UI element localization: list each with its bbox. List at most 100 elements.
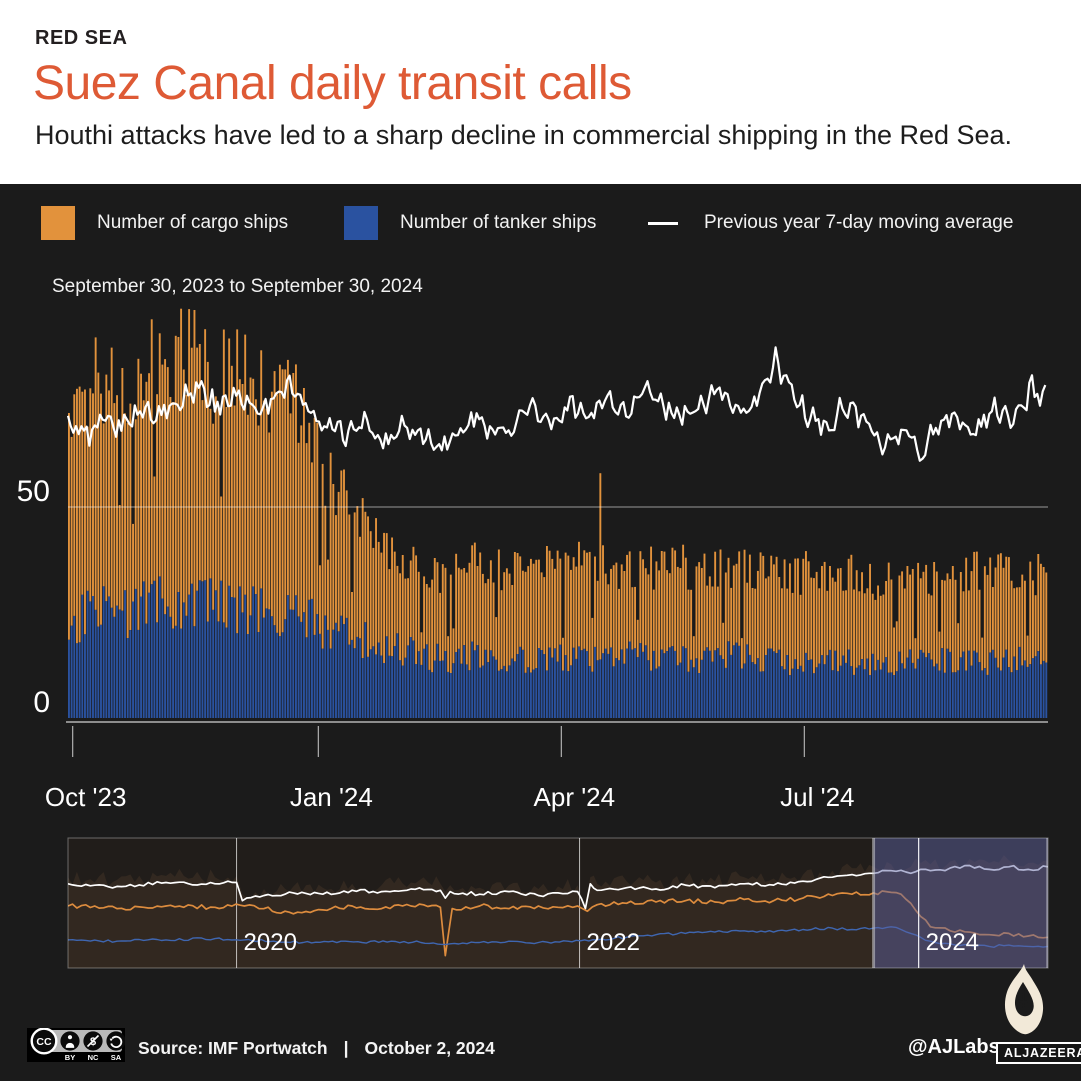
- cargo-bar-segment: [612, 565, 615, 667]
- cc-license-badge[interactable]: CC $ BY NC SA: [27, 1027, 126, 1062]
- tanker-bar-segment: [674, 650, 677, 718]
- cargo-bar-segment: [946, 573, 949, 649]
- cargo-bar-segment: [169, 397, 172, 617]
- cargo-bar-segment: [1023, 580, 1026, 661]
- legend-item-cargo: Number of cargo ships: [41, 206, 288, 240]
- cargo-bar-segment: [137, 358, 140, 630]
- tanker-bar-segment: [927, 653, 930, 718]
- cargo-bar-segment: [444, 567, 447, 651]
- cargo-bar-segment: [156, 394, 159, 623]
- cargo-bar-segment: [489, 560, 492, 651]
- cargo-bar-segment: [879, 595, 882, 670]
- tanker-bar-segment: [599, 659, 602, 718]
- cargo-bar-segment: [177, 337, 180, 592]
- tanker-bar-segment: [455, 652, 458, 718]
- cargo-bar-segment: [185, 394, 188, 616]
- cargo-bar-segment: [706, 585, 709, 648]
- cargo-bar-segment: [225, 407, 228, 628]
- tanker-bar-segment: [695, 658, 698, 718]
- tanker-bar-segment: [433, 660, 436, 718]
- tanker-bar-segment: [698, 673, 701, 718]
- cargo-bar-segment: [495, 617, 498, 660]
- tanker-bar-segment: [172, 628, 175, 718]
- tanker-bar-segment: [780, 666, 783, 718]
- mini-selection-brush[interactable]: [873, 838, 1048, 968]
- tanker-bar-segment: [866, 658, 869, 718]
- cargo-bar-segment: [388, 569, 391, 656]
- tanker-bar-segment: [236, 633, 239, 718]
- cargo-bar-segment: [193, 310, 196, 627]
- cargo-bar-segment: [786, 588, 789, 655]
- cargo-bar-segment: [626, 554, 628, 649]
- cargo-bar-segment: [668, 573, 671, 648]
- tanker-bar-segment: [233, 597, 236, 718]
- cargo-bar-segment: [433, 558, 436, 661]
- tanker-bar-segment: [500, 669, 503, 718]
- cargo-bar-segment: [983, 566, 986, 669]
- cargo-bar-segment: [695, 566, 698, 659]
- tanker-bar-segment: [164, 614, 167, 718]
- tanker-bar-segment: [129, 630, 132, 718]
- tanker-bar-segment: [1045, 662, 1048, 718]
- cargo-bar-segment: [997, 554, 1000, 668]
- cargo-bar-segment: [134, 419, 137, 589]
- tanker-bar-segment: [1031, 658, 1034, 718]
- tanker-bar-segment: [628, 641, 631, 718]
- cargo-bar-segment: [497, 549, 500, 671]
- cargo-bar-segment: [364, 511, 367, 623]
- tanker-bar-segment: [620, 649, 623, 718]
- tanker-bar-segment: [508, 665, 511, 718]
- cargo-bar-segment: [233, 405, 236, 598]
- cargo-bar-segment: [375, 518, 377, 655]
- cargo-bar-segment: [751, 588, 754, 663]
- tanker-bar-segment: [802, 671, 805, 718]
- tanker-bar-segment: [722, 659, 725, 718]
- tanker-bar-segment: [262, 617, 265, 718]
- tanker-bar-segment: [610, 647, 612, 718]
- cargo-bar-segment: [423, 576, 426, 649]
- tanker-bar-segment: [473, 650, 476, 718]
- tanker-bar-segment: [967, 650, 970, 718]
- cargo-bar-segment: [289, 413, 292, 610]
- cargo-bar-segment: [121, 368, 124, 611]
- cargo-bar-segment: [764, 578, 767, 655]
- cargo-bar-segment: [543, 577, 546, 655]
- tanker-bar-segment: [874, 670, 877, 718]
- cargo-bar-segment: [580, 565, 583, 651]
- cargo-bar-segment: [113, 403, 116, 617]
- tanker-bar-segment: [826, 655, 829, 718]
- tanker-bar-segment: [244, 594, 247, 718]
- cargo-bar-segment: [126, 422, 129, 638]
- cargo-bar-segment: [1007, 557, 1010, 668]
- cargo-bar-segment: [503, 572, 506, 666]
- cargo-bar-segment: [903, 588, 906, 669]
- cargo-bar-segment: [911, 569, 914, 663]
- by-label: BY: [65, 1053, 75, 1062]
- moving-average-line-swatch: [648, 221, 678, 225]
- cargo-bar-segment: [316, 423, 319, 615]
- tanker-bar-segment: [965, 670, 968, 718]
- tanker-bar-segment: [94, 609, 97, 718]
- tanker-bar-segment: [364, 622, 367, 718]
- cargo-bar-segment: [775, 556, 778, 653]
- tanker-bar-segment: [807, 659, 810, 718]
- cargo-bar-segment: [1026, 635, 1029, 667]
- cargo-bar-segment: [634, 586, 636, 649]
- tanker-bar-segment: [484, 649, 487, 718]
- cargo-bar-segment: [986, 574, 989, 675]
- cargo-bar-segment: [190, 347, 193, 584]
- cargo-bar-segment: [871, 593, 874, 654]
- tanker-bar-segment: [922, 652, 925, 718]
- cargo-bar-segment: [740, 638, 743, 669]
- tanker-bar-segment: [356, 636, 359, 718]
- cargo-bar-segment: [521, 570, 524, 650]
- cargo-bar-segment: [359, 536, 361, 639]
- tanker-bar-segment: [311, 598, 313, 718]
- tanker-bar-segment: [890, 672, 893, 718]
- tanker-bar-segment: [551, 657, 554, 718]
- cargo-bar-segment: [513, 552, 516, 662]
- tanker-bar-segment: [97, 626, 100, 718]
- cargo-bar-segment: [588, 551, 591, 666]
- tanker-bar-segment: [652, 650, 655, 718]
- cargo-bar-segment: [994, 567, 997, 658]
